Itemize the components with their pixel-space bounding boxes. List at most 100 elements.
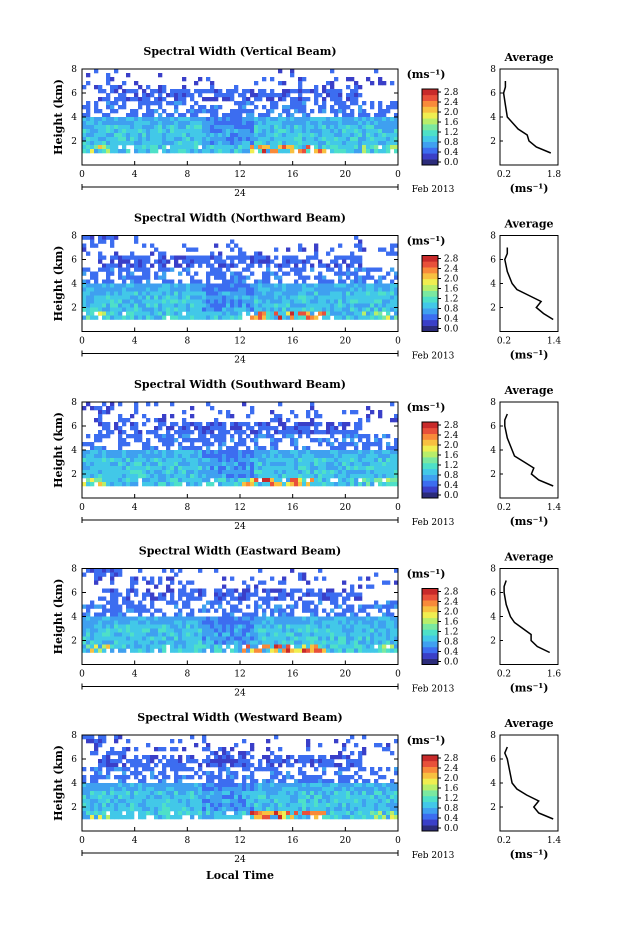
heatmap-cell <box>158 474 163 479</box>
x-tick-label: 16 <box>287 503 299 513</box>
heatmap-cell <box>366 446 371 451</box>
heatmap-cell <box>250 775 255 780</box>
heatmap-cell <box>146 121 151 126</box>
heatmap-cell <box>210 295 215 300</box>
heatmap-cell <box>298 105 303 110</box>
heatmap-cell <box>194 303 199 308</box>
heatmap-cell <box>358 628 363 633</box>
heatmap-cell <box>310 438 315 443</box>
heatmap-cell <box>374 133 379 138</box>
heatmap-cell <box>362 137 367 142</box>
avg-y-tick-label: 6 <box>490 256 496 266</box>
heatmap-cell <box>94 743 99 748</box>
heatmap-cell <box>94 125 99 130</box>
heatmap-cell <box>254 620 259 625</box>
heatmap-cell <box>242 759 247 764</box>
heatmap-cell <box>382 612 387 617</box>
heatmap-cell <box>262 145 267 150</box>
heatmap-cell <box>142 632 147 637</box>
heatmap-cell <box>182 255 187 260</box>
heatmap-cell <box>298 275 303 280</box>
heatmap-cell <box>130 311 135 316</box>
x-tick-label: 20 <box>340 337 352 347</box>
heatmap-cell <box>190 259 195 264</box>
heatmap-cell <box>98 133 103 138</box>
heatmap-cell <box>350 592 355 597</box>
heatmap-cell <box>234 283 239 288</box>
heatmap-cell <box>90 145 95 150</box>
heatmap-cell <box>270 97 275 102</box>
heatmap-cell <box>166 624 171 629</box>
heatmap-cell <box>270 474 275 479</box>
heatmap-cell <box>114 632 119 637</box>
heatmap-cell <box>394 271 399 276</box>
heatmap-cell <box>218 450 223 455</box>
heatmap-cell <box>274 283 279 288</box>
heatmap-cell <box>214 592 219 597</box>
heatmap-cell <box>382 149 387 154</box>
heatmap-cell <box>138 121 143 126</box>
heatmap-cell <box>310 311 315 316</box>
heatmap-cell <box>158 141 163 146</box>
heatmap-cell <box>258 303 263 308</box>
heatmap-cell <box>242 303 247 308</box>
heatmap-cell <box>230 648 235 653</box>
heatmap-cell <box>270 624 275 629</box>
heatmap-cell <box>94 739 99 744</box>
heatmap-cell <box>262 470 267 475</box>
heatmap-cell <box>186 624 191 629</box>
heatmap-cell <box>270 612 275 617</box>
heatmap-cell <box>182 267 187 272</box>
heatmap-cell <box>298 759 303 764</box>
heatmap-cell <box>102 450 107 455</box>
heatmap-cell <box>262 283 267 288</box>
heatmap-cell <box>194 141 199 146</box>
heatmap-cell <box>194 247 199 252</box>
heatmap-cell <box>142 125 147 130</box>
heatmap-cell <box>166 620 171 625</box>
heatmap-cell <box>210 759 215 764</box>
heatmap-cell <box>170 414 175 419</box>
heatmap-cell <box>330 430 335 435</box>
heatmap-cell <box>146 478 151 483</box>
heatmap-cell <box>166 763 171 768</box>
heatmap-cell <box>322 263 327 268</box>
heatmap-cell <box>226 592 231 597</box>
heatmap-cell <box>94 137 99 142</box>
heatmap-cell <box>358 295 363 300</box>
heatmap-cell <box>198 307 203 312</box>
heatmap-cell <box>302 275 307 280</box>
heatmap-cell <box>266 279 271 284</box>
heatmap-cell <box>114 482 119 487</box>
heatmap-cell <box>238 105 243 110</box>
heatmap-cell <box>294 644 299 649</box>
heatmap-cell <box>282 470 287 475</box>
heatmap-cell <box>354 307 359 312</box>
heatmap-cell <box>338 612 343 617</box>
heatmap-cell <box>338 632 343 637</box>
heatmap-cell <box>218 283 223 288</box>
heatmap-cell <box>310 299 315 304</box>
heatmap-cell <box>146 311 151 316</box>
heatmap-cell <box>350 311 355 316</box>
heatmap-cell <box>366 117 371 122</box>
heatmap-cell <box>218 616 223 621</box>
heatmap-cell <box>82 303 87 308</box>
heatmap-cell <box>326 474 331 479</box>
heatmap-cell <box>194 478 199 483</box>
heatmap-cell <box>242 454 247 459</box>
heatmap-cell <box>150 636 155 641</box>
heatmap-cell <box>98 141 103 146</box>
heatmap-cell <box>190 628 195 633</box>
heatmap-cell <box>278 69 283 74</box>
heatmap-cell <box>94 767 99 772</box>
heatmap-cell <box>258 632 263 637</box>
heatmap-cell <box>206 474 211 479</box>
heatmap-cell <box>262 612 267 617</box>
heatmap-cell <box>254 315 259 320</box>
heatmap-cell <box>222 271 227 276</box>
heatmap-cell <box>126 97 131 102</box>
heatmap-cell <box>146 763 151 768</box>
heatmap-cell <box>394 141 399 146</box>
heatmap-cell <box>154 291 159 296</box>
